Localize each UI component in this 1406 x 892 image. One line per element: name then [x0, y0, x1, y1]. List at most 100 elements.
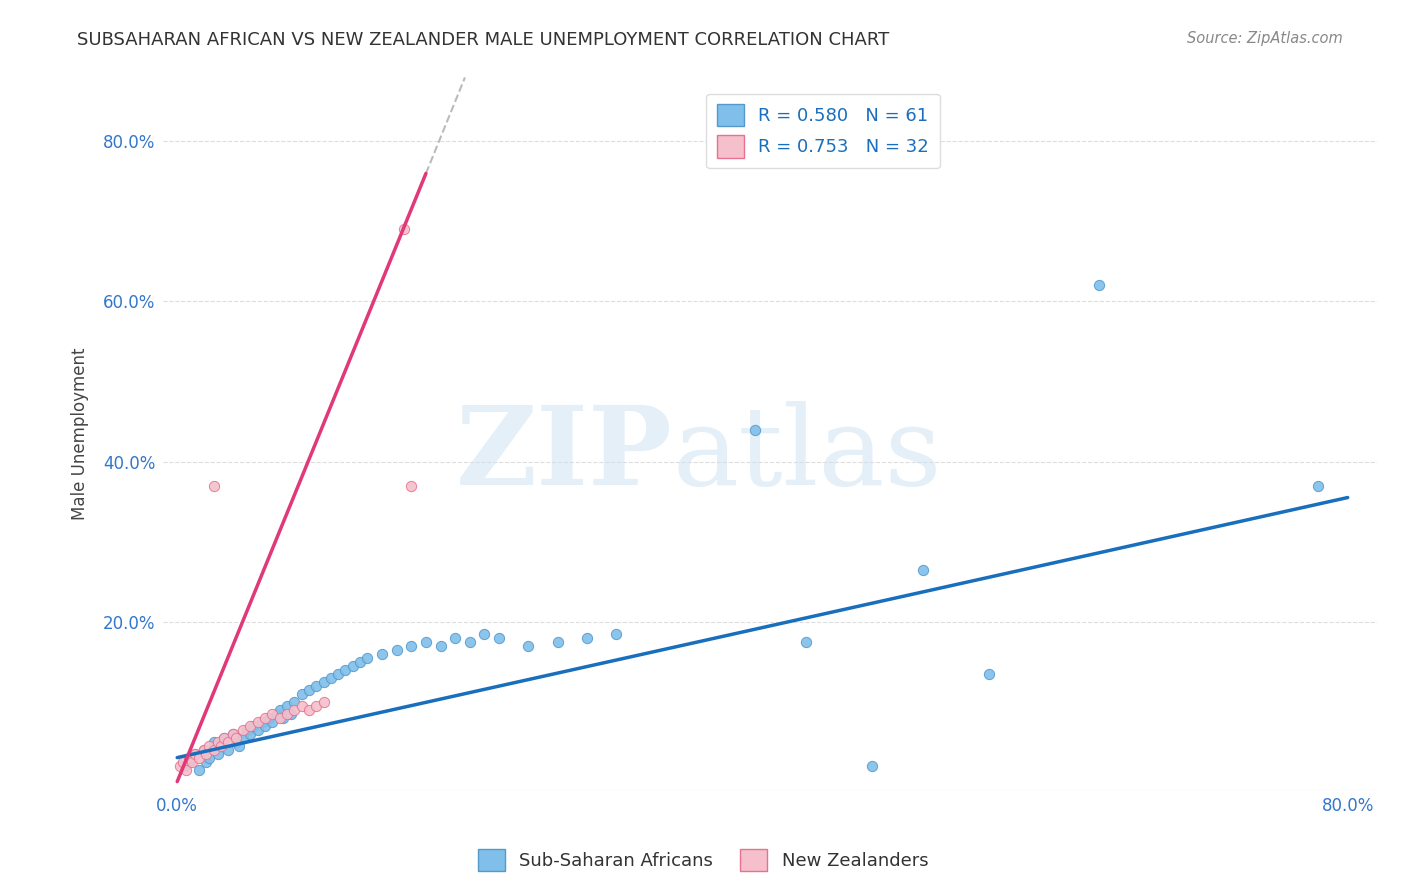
Text: atlas: atlas [672, 401, 942, 508]
Point [328, 666, 350, 681]
Point [392, 222, 415, 236]
Point [222, 726, 245, 740]
Point [356, 650, 378, 665]
Point [242, 718, 264, 732]
Point [517, 639, 540, 653]
Point [575, 631, 598, 645]
Point [209, 739, 232, 753]
Point [269, 703, 291, 717]
Point [290, 698, 312, 713]
Point [271, 710, 294, 724]
Point [188, 763, 211, 777]
Point [202, 478, 225, 492]
Point [342, 658, 364, 673]
Point [262, 714, 284, 729]
Point [207, 747, 229, 761]
Point [401, 478, 423, 492]
Text: ZIP: ZIP [456, 401, 672, 508]
Point [312, 695, 335, 709]
Text: Source: ZipAtlas.com: Source: ZipAtlas.com [1187, 31, 1343, 46]
Legend: Sub-Saharan Africans, New Zealanders: Sub-Saharan Africans, New Zealanders [471, 842, 935, 879]
Point [305, 679, 328, 693]
Point [184, 747, 207, 761]
Point [280, 706, 302, 721]
Point [222, 726, 245, 740]
Point [401, 639, 423, 653]
Point [605, 626, 627, 640]
Point [232, 731, 254, 745]
Point [228, 739, 250, 753]
Point [860, 758, 883, 772]
Point [177, 755, 200, 769]
Point [488, 631, 510, 645]
Point [1088, 278, 1111, 293]
Point [444, 631, 467, 645]
Point [276, 706, 298, 721]
Point [276, 698, 298, 713]
Point [253, 710, 276, 724]
Point [173, 758, 195, 772]
Point [188, 750, 211, 764]
Point [212, 731, 235, 745]
Point [174, 763, 197, 777]
Point [1308, 478, 1330, 492]
Point [371, 647, 394, 661]
Y-axis label: Male Unemployment: Male Unemployment [72, 347, 89, 520]
Point [912, 563, 935, 577]
Point [225, 731, 247, 745]
Point [335, 663, 357, 677]
Point [385, 642, 408, 657]
Point [246, 714, 269, 729]
Point [180, 750, 202, 764]
Point [259, 710, 281, 724]
Point [198, 750, 221, 764]
Point [236, 723, 259, 737]
Point [169, 758, 191, 772]
Point [744, 423, 766, 437]
Point [283, 703, 305, 717]
Point [262, 706, 284, 721]
Point [217, 742, 239, 756]
Point [312, 674, 335, 689]
Point [458, 634, 481, 648]
Point [239, 726, 262, 740]
Point [239, 718, 262, 732]
Point [283, 695, 305, 709]
Point [415, 634, 437, 648]
Point [193, 742, 215, 756]
Point [232, 723, 254, 737]
Point [195, 747, 218, 761]
Point [305, 698, 328, 713]
Point [290, 687, 312, 701]
Point [202, 734, 225, 748]
Point [429, 639, 451, 653]
Point [979, 666, 1001, 681]
Point [217, 734, 239, 748]
Point [184, 747, 207, 761]
Point [253, 718, 276, 732]
Point [212, 731, 235, 745]
Point [349, 655, 371, 669]
Point [172, 755, 194, 769]
Point [474, 626, 496, 640]
Point [547, 634, 569, 648]
Point [207, 734, 229, 748]
Point [319, 671, 342, 685]
Point [180, 755, 202, 769]
Point [298, 703, 321, 717]
Point [209, 739, 232, 753]
Point [246, 723, 269, 737]
Point [202, 742, 225, 756]
Point [193, 742, 215, 756]
Legend: R = 0.580   N = 61, R = 0.753   N = 32: R = 0.580 N = 61, R = 0.753 N = 32 [706, 94, 939, 169]
Point [225, 734, 247, 748]
Point [298, 682, 321, 697]
Text: SUBSAHARAN AFRICAN VS NEW ZEALANDER MALE UNEMPLOYMENT CORRELATION CHART: SUBSAHARAN AFRICAN VS NEW ZEALANDER MALE… [77, 31, 890, 49]
Point [794, 634, 817, 648]
Point [266, 706, 288, 721]
Point [195, 755, 218, 769]
Point [269, 710, 291, 724]
Point [198, 739, 221, 753]
Point [177, 750, 200, 764]
Point [250, 714, 273, 729]
